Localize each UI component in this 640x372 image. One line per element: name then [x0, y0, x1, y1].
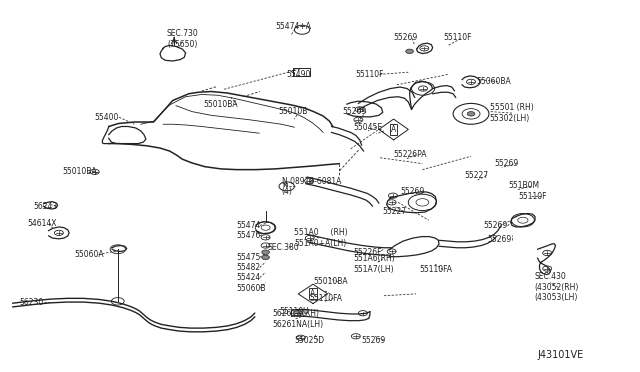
Text: 55269: 55269: [484, 221, 508, 230]
Text: 54614X: 54614X: [27, 219, 56, 228]
Text: 55010B: 55010B: [278, 107, 308, 116]
FancyBboxPatch shape: [293, 68, 310, 76]
Text: 55474+A: 55474+A: [275, 22, 311, 31]
Text: 551B0M: 551B0M: [509, 182, 540, 190]
Text: 55501 (RH)
55302(LH): 55501 (RH) 55302(LH): [490, 103, 533, 123]
Text: 55490: 55490: [287, 70, 311, 79]
Circle shape: [467, 112, 475, 116]
Text: 55269: 55269: [494, 159, 518, 168]
Text: 55474: 55474: [237, 221, 261, 230]
Text: 551A0     (RH)
551A0+A(LH): 551A0 (RH) 551A0+A(LH): [294, 228, 348, 248]
Text: 55269: 55269: [401, 187, 425, 196]
Text: SEC.380: SEC.380: [268, 243, 299, 252]
Circle shape: [406, 49, 413, 54]
Text: 55045E: 55045E: [353, 123, 383, 132]
Text: 55110FA: 55110FA: [309, 294, 342, 303]
Circle shape: [262, 255, 269, 260]
Circle shape: [262, 250, 269, 254]
Text: 55475: 55475: [237, 253, 261, 262]
Text: 55010BA: 55010BA: [63, 167, 97, 176]
Text: 55060BA: 55060BA: [477, 77, 511, 86]
Text: 56261N(RH)
56261NA(LH): 56261N(RH) 56261NA(LH): [272, 309, 323, 328]
Text: 55025D: 55025D: [294, 336, 324, 345]
Text: SEC.430
(43052(RH)
(43053(LH): SEC.430 (43052(RH) (43053(LH): [534, 272, 579, 302]
Text: 55269: 55269: [394, 33, 418, 42]
Text: 55110F: 55110F: [518, 192, 547, 201]
Text: SEC.730
(75650): SEC.730 (75650): [166, 29, 198, 49]
Text: 55060B: 55060B: [237, 284, 266, 293]
Text: 55110FA: 55110FA: [419, 265, 452, 274]
Text: 55060A: 55060A: [74, 250, 104, 259]
Text: 55269: 55269: [342, 107, 367, 116]
Text: 56230: 56230: [19, 298, 44, 307]
Text: 55010BA: 55010BA: [204, 100, 238, 109]
Text: 55400: 55400: [95, 113, 119, 122]
Text: 55269: 55269: [361, 336, 385, 345]
Text: 55476: 55476: [237, 231, 261, 240]
Text: J43101VE: J43101VE: [538, 350, 584, 360]
Text: 55110F: 55110F: [355, 70, 384, 79]
Text: 55227: 55227: [465, 171, 489, 180]
Text: 55226PA: 55226PA: [393, 150, 426, 159]
Text: 55226F: 55226F: [353, 248, 382, 257]
Text: A: A: [391, 125, 396, 134]
Text: 55269: 55269: [488, 235, 512, 244]
Text: 55110U: 55110U: [280, 307, 309, 316]
Text: N 08918-6081A
(4): N 08918-6081A (4): [282, 177, 341, 196]
Text: 56243: 56243: [33, 202, 58, 211]
Text: A: A: [310, 289, 316, 298]
Text: 551A6(RH)
551A7(LH): 551A6(RH) 551A7(LH): [353, 254, 395, 274]
Text: N: N: [282, 183, 287, 188]
Text: 55010BA: 55010BA: [314, 278, 348, 286]
Text: 55424: 55424: [237, 273, 261, 282]
Text: 55227: 55227: [382, 207, 406, 216]
Text: 55482: 55482: [237, 263, 261, 272]
Text: 55110F: 55110F: [443, 33, 472, 42]
